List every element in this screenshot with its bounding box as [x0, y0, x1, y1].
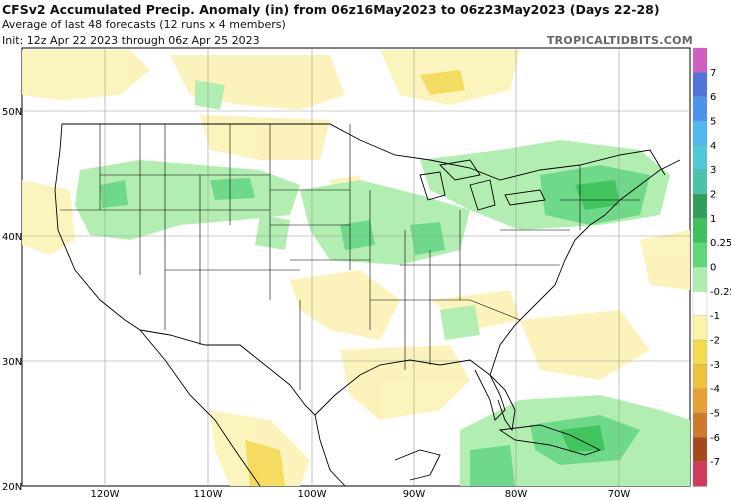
lon-label: 110W [194, 489, 223, 500]
colorbar-label: 7 [710, 68, 716, 79]
colorbar-label: -2 [710, 336, 720, 347]
colorbar-label: 1 [710, 214, 716, 225]
borders [54, 123, 681, 487]
lat-label: 50N [2, 107, 22, 118]
colorbar-label: -6 [710, 433, 720, 444]
colorbar-swatch [692, 315, 708, 341]
colorbar-label: -5 [710, 409, 720, 420]
colorbar-label: -1 [710, 311, 720, 322]
colorbar-label: 6 [710, 92, 716, 103]
colorbar-label: 5 [710, 117, 716, 128]
colorbar-swatches [692, 47, 708, 487]
lon-label: 90W [403, 489, 426, 500]
colorbar-swatch [692, 193, 708, 219]
colorbar-swatch [692, 242, 708, 268]
colorbar-label: 4 [710, 141, 716, 152]
map-subtitle-forecasts: Average of last 48 forecasts (12 runs x … [2, 18, 286, 31]
colorbar-labels: 7 6 5 4 3 2 1 0.25 0 -0.25 -1 -2 -3 -4 -5 -6 -7 [710, 68, 731, 468]
lon-label: 120W [91, 489, 120, 500]
lon-label: 80W [505, 489, 528, 500]
lat-label: 20N [2, 482, 22, 493]
colorbar-swatch [692, 72, 708, 98]
colorbar-label: -0.25 [710, 287, 731, 298]
colorbar-label: -7 [710, 457, 720, 468]
colorbar-swatch [692, 145, 708, 171]
state-borders [60, 124, 640, 390]
graticule [22, 48, 690, 486]
colorbar-swatch [692, 461, 708, 487]
map-title: CFSv2 Accumulated Precip. Anomaly (in) f… [2, 2, 660, 17]
lat-label: 40N [2, 232, 22, 243]
colorbar-label: 2 [710, 190, 716, 201]
anomaly-fill [22, 50, 690, 486]
colorbar-swatch [692, 339, 708, 365]
colorbar-swatch [692, 364, 708, 390]
lon-label: 70W [608, 489, 631, 500]
colorbar-swatch [692, 169, 708, 195]
colorbar-swatch [692, 47, 708, 73]
dry-anomaly-core [245, 70, 465, 486]
lon-labels: 120W 110W 100W 90W 80W 70W [91, 489, 631, 500]
colorbar-swatch [692, 218, 708, 244]
colorbar-swatch [692, 412, 708, 438]
colorbar-swatch [692, 388, 708, 414]
credit-watermark: TROPICALTIDBITS.COM [546, 34, 693, 47]
map-subtitle-init: Init: 12z Apr 22 2023 through 06z Apr 25… [2, 34, 260, 47]
colorbar-swatch [692, 120, 708, 146]
lat-label: 30N [2, 357, 22, 368]
colorbar-label: 0.25 [710, 238, 731, 249]
colorbar-swatch [692, 291, 708, 317]
colorbar-swatch [692, 437, 708, 463]
colorbar-label: 0 [710, 263, 716, 274]
lon-label: 100W [298, 489, 327, 500]
wet-anomaly-max [560, 180, 620, 452]
colorbar-label: 3 [710, 165, 716, 176]
lat-labels: 50N 40N 30N 20N [2, 107, 22, 493]
colorbar-label: -3 [710, 360, 720, 371]
colorbar-label: -4 [710, 384, 720, 395]
colorbar-swatch [692, 266, 708, 292]
colorbar-swatch [692, 96, 708, 122]
